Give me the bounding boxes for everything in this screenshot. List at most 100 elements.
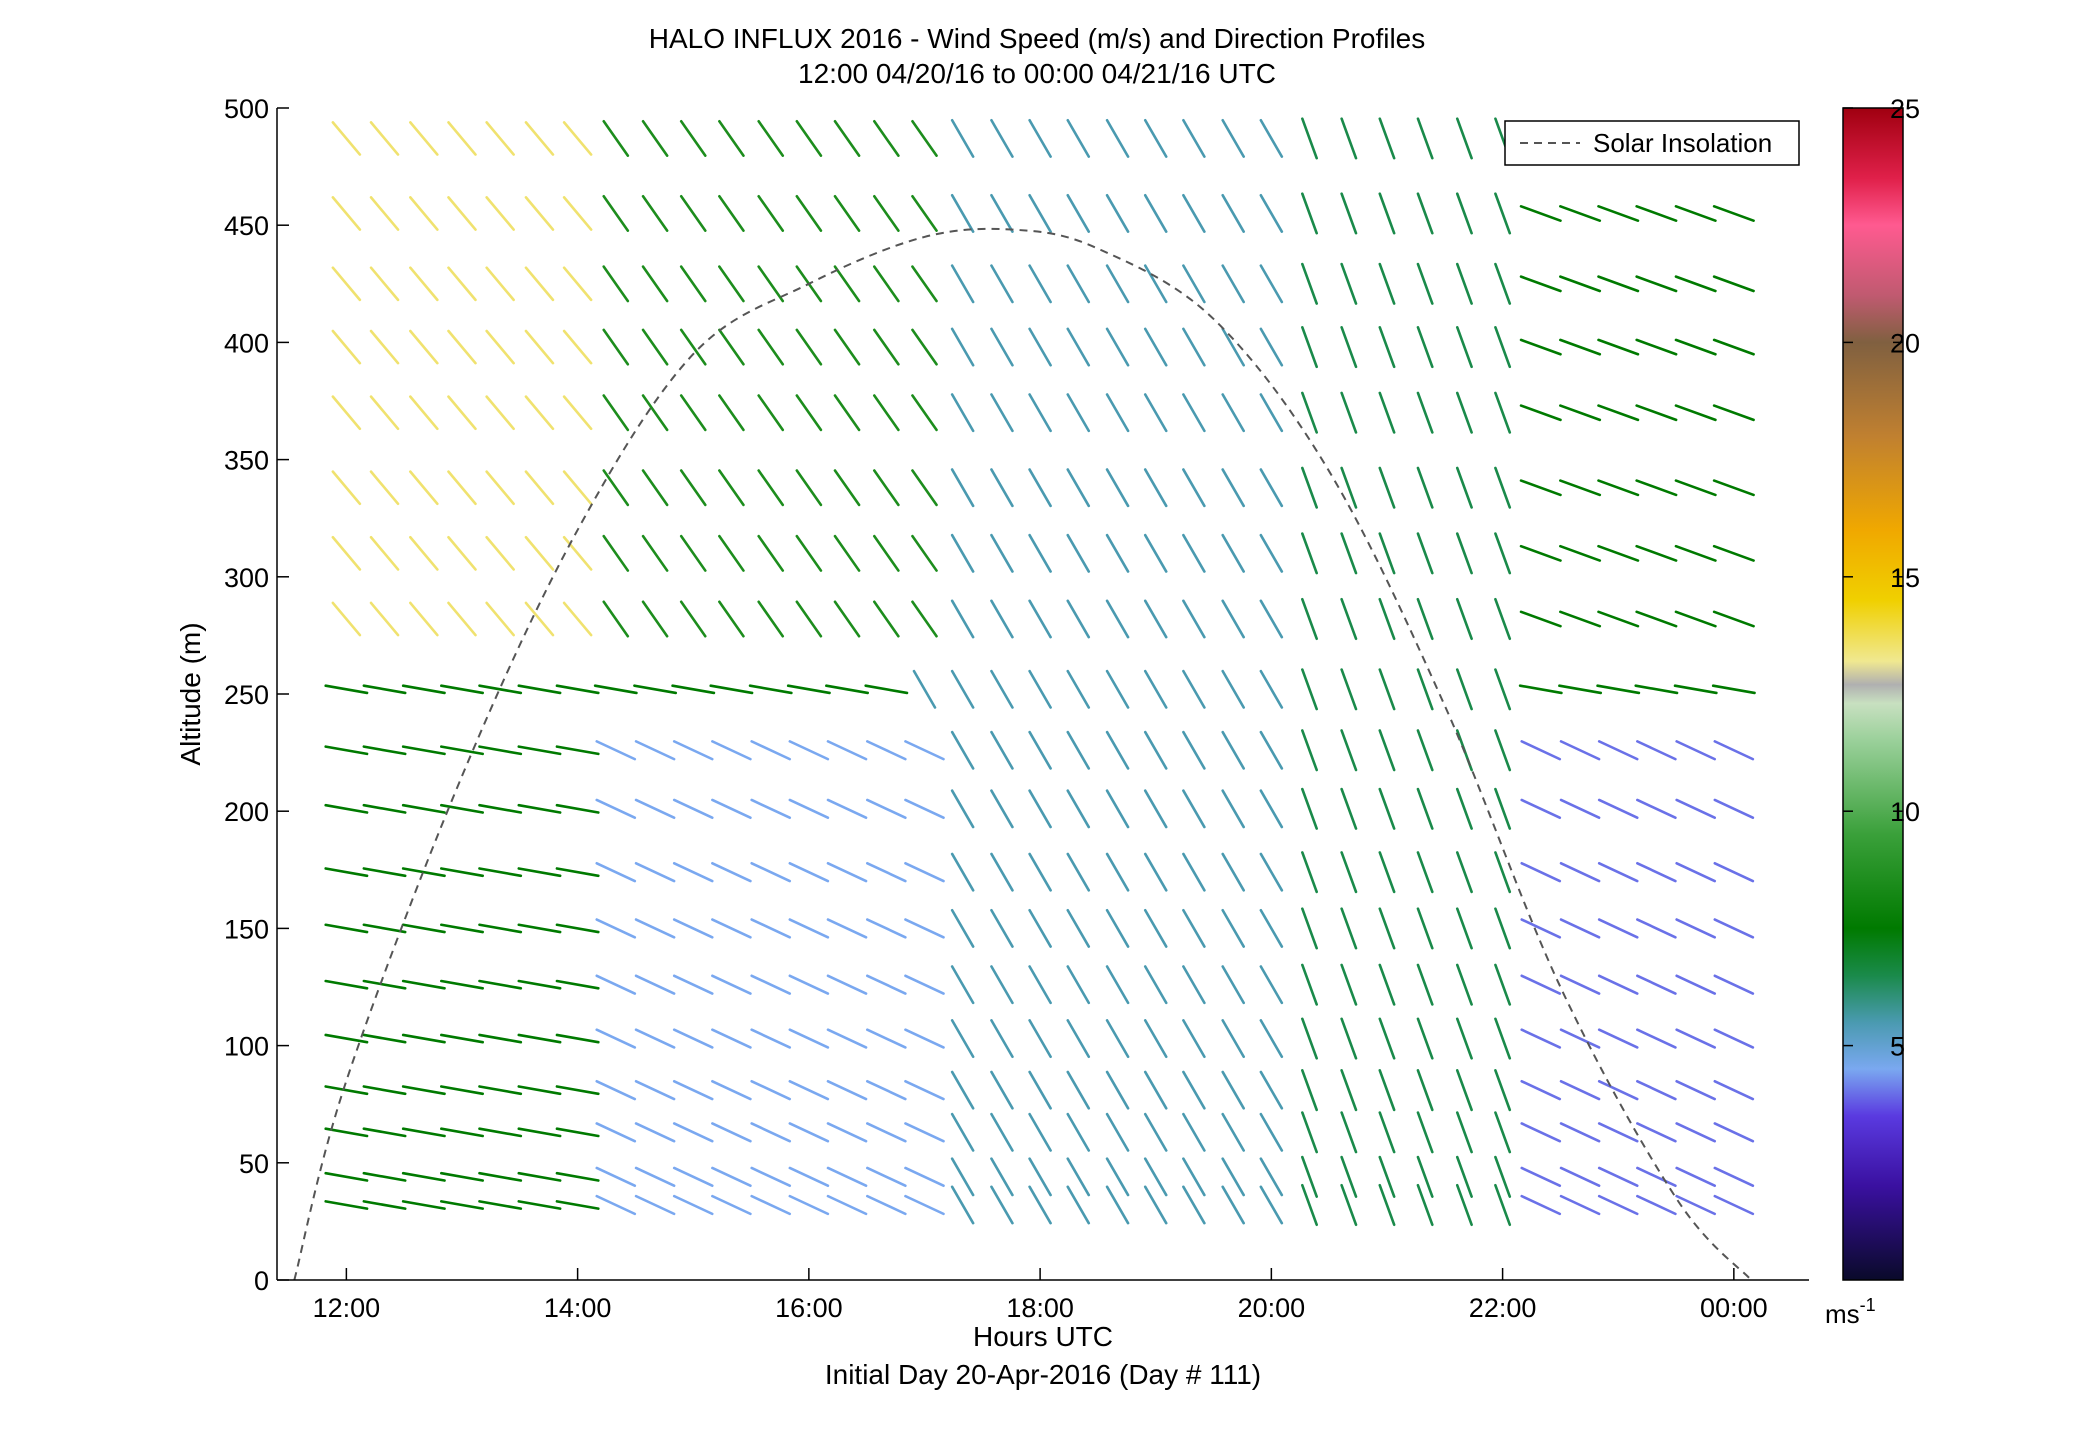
- wind-barb: [750, 918, 792, 939]
- colorbar-tick-label: 20: [1890, 328, 1920, 358]
- wind-barb: [595, 1079, 637, 1101]
- wind-barb: [447, 121, 477, 156]
- wind-barb: [711, 740, 752, 761]
- wind-barb: [1559, 544, 1602, 562]
- wind-barb: [1675, 1194, 1717, 1216]
- wind-barb: [1105, 669, 1130, 709]
- wind-barb: [1378, 1069, 1396, 1112]
- wind-barb: [478, 803, 523, 814]
- y-tick-label: 350: [224, 446, 269, 476]
- wind-barb: [1028, 852, 1052, 892]
- wind-barb: [788, 1166, 830, 1188]
- wind-barb: [1520, 798, 1562, 820]
- wind-barb: [1597, 974, 1639, 995]
- wind-barb: [1221, 852, 1245, 892]
- colorbar-unit-exponent: -1: [1860, 1295, 1876, 1315]
- wind-barb: [1597, 798, 1639, 820]
- wind-barb: [911, 469, 938, 507]
- wind-barb: [1028, 1070, 1052, 1110]
- wind-barb: [1143, 118, 1168, 158]
- wind-barb: [1340, 326, 1358, 369]
- wind-barb: [1143, 1019, 1168, 1059]
- x-tick-label: 16:00: [775, 1293, 843, 1323]
- wind-barb: [485, 329, 515, 365]
- wind-barb: [369, 470, 400, 506]
- wind-barb: [788, 1079, 830, 1101]
- wind-barb: [1301, 597, 1318, 641]
- wind-barb: [602, 194, 630, 232]
- wind-barb: [911, 600, 938, 638]
- wind-barb: [1378, 262, 1396, 305]
- wind-barb: [1519, 275, 1562, 293]
- wind-barb: [1636, 1028, 1677, 1049]
- wind-barbs: [324, 117, 1756, 1227]
- wind-barb: [1143, 327, 1168, 367]
- wind-barb: [1519, 610, 1562, 628]
- wind-barb: [950, 1157, 975, 1197]
- wind-barb: [1182, 965, 1206, 1005]
- wind-barb: [1455, 1017, 1473, 1060]
- wind-barb: [602, 600, 630, 638]
- wind-barb: [485, 470, 515, 506]
- wind-barb: [331, 266, 362, 302]
- wind-barb: [1259, 193, 1284, 233]
- wind-barb: [409, 470, 439, 506]
- wind-barb: [1674, 544, 1717, 562]
- wind-barb: [447, 196, 477, 231]
- wind-barb: [950, 1112, 975, 1152]
- wind-barb: [1340, 117, 1358, 160]
- x-tick-label: 18:00: [1006, 1293, 1074, 1323]
- wind-barb: [440, 979, 484, 990]
- wind-barb: [1673, 684, 1718, 695]
- wind-barb: [865, 1122, 907, 1143]
- wind-barb: [950, 118, 975, 158]
- wind-barb: [1494, 1155, 1512, 1198]
- wind-barb: [562, 266, 593, 302]
- wind-barb: [865, 1079, 907, 1101]
- wind-barb: [555, 1033, 600, 1044]
- wind-barb: [331, 329, 362, 365]
- wind-barb: [595, 740, 637, 761]
- wind-barb: [634, 1122, 676, 1143]
- wind-barb: [485, 535, 515, 571]
- wind-barb: [478, 867, 523, 878]
- wind-barb: [750, 1079, 792, 1101]
- wind-barb: [524, 601, 555, 637]
- wind-barb: [1416, 532, 1434, 575]
- wind-barb: [679, 534, 707, 572]
- wind-barb: [1634, 684, 1679, 695]
- wind-barb: [1636, 861, 1677, 883]
- wind-barb: [788, 1194, 830, 1216]
- wind-barb: [672, 918, 714, 939]
- wind-barb: [1416, 907, 1434, 950]
- wind-barb: [718, 194, 745, 232]
- wind-barb: [401, 803, 446, 814]
- wind-barb: [362, 684, 407, 695]
- wind-barb: [904, 918, 945, 939]
- wind-barb: [1066, 789, 1091, 829]
- wind-barb: [1675, 740, 1717, 761]
- wind-barb: [485, 196, 515, 231]
- wind-barb: [324, 1085, 369, 1096]
- wind-barb: [1494, 326, 1512, 369]
- wind-barb: [555, 867, 600, 878]
- wind-barb: [409, 196, 439, 231]
- colorbar-tick-label: 25: [1890, 94, 1920, 124]
- wind-barb: [1494, 466, 1512, 509]
- wind-barb: [757, 534, 785, 572]
- wind-barb: [788, 1122, 830, 1143]
- wind-barb: [1494, 907, 1512, 950]
- wind-barb: [1066, 599, 1091, 639]
- wind-barb: [1597, 1028, 1639, 1049]
- wind-barb: [1675, 918, 1717, 939]
- wind-barb: [1455, 787, 1473, 830]
- wind-barb: [795, 194, 823, 232]
- wind-barb: [1340, 391, 1358, 434]
- wind-barb: [1259, 468, 1284, 508]
- wind-barb: [750, 974, 792, 995]
- wind-barb: [672, 1166, 714, 1188]
- wind-barb: [865, 1194, 907, 1216]
- wind-barb: [990, 852, 1014, 892]
- wind-barb: [1494, 729, 1512, 772]
